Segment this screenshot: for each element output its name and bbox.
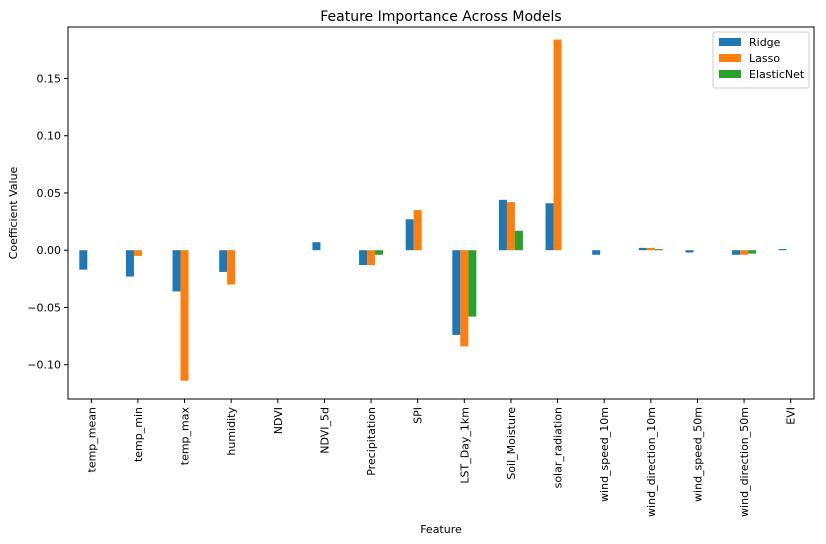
bar-elasticnet-wind-direction-10m — [654, 249, 663, 251]
x-axis-label: Feature — [420, 523, 462, 536]
x-tick-label: NDVI_5d — [318, 407, 331, 454]
bar-ridge-wind-speed-10m — [592, 250, 601, 255]
y-axis-label: Coefficient Value — [7, 166, 20, 259]
bar-ridge-humidity — [219, 250, 228, 272]
bar-lasso-lst-day-1km — [460, 250, 469, 347]
y-tick-label: 0.15 — [37, 73, 62, 86]
y-tick-label: 0.00 — [37, 244, 62, 257]
bar-lasso-spi — [413, 210, 422, 251]
bar-ridge-soil-moisture — [498, 199, 507, 251]
bar-ridge-evi — [778, 249, 787, 251]
bar-lasso-temp-max — [180, 250, 189, 381]
x-tick-label: SPI — [412, 407, 425, 424]
x-tick-label: temp_max — [179, 407, 192, 466]
x-tick-label: wind_speed_50m — [691, 407, 704, 502]
y-tick-label: 0.05 — [37, 187, 62, 200]
x-tick-label: Soil_Moisture — [505, 407, 518, 480]
x-tick-label: wind_speed_10m — [598, 407, 611, 502]
x-tick-label: wind_direction_10m — [645, 407, 658, 517]
x-axis: temp_mean temp_min temp_max humidity NDVI NDV… — [85, 399, 798, 517]
y-tick-label: −0.10 — [27, 359, 61, 372]
legend-swatch-ridge — [719, 38, 741, 46]
chart-title: Feature Importance Across Models — [320, 9, 561, 25]
x-tick-label: wind_direction_50m — [738, 407, 751, 517]
bar-lasso-temp-min — [133, 250, 142, 256]
x-tick-label: Precipitation — [365, 407, 378, 476]
bars-group — [79, 39, 787, 381]
bar-elasticnet-lst-day-1km — [468, 250, 477, 317]
legend-swatch-elasticnet — [719, 70, 741, 78]
y-tick-label: 0.10 — [37, 130, 62, 143]
bar-ridge-wind-direction-50m — [732, 250, 741, 255]
legend-label-ridge: Ridge — [749, 36, 781, 49]
x-tick-label: temp_min — [132, 407, 145, 462]
bar-ridge-spi — [405, 219, 414, 251]
bar-lasso-wind-direction-10m — [646, 247, 655, 251]
bar-elasticnet-precipitation — [375, 250, 384, 255]
plot-frame — [67, 26, 815, 400]
x-tick-label: EVI — [785, 407, 798, 425]
legend-label-elasticnet: ElasticNet — [749, 68, 805, 81]
bar-lasso-precipitation — [367, 250, 376, 266]
bar-ridge-temp-min — [125, 250, 134, 277]
bar-ridge-wind-direction-10m — [638, 247, 647, 251]
legend: Ridge Lasso ElasticNet — [712, 31, 810, 89]
legend-label-lasso: Lasso — [749, 52, 780, 65]
bar-ridge-lst-day-1km — [452, 250, 461, 335]
x-tick-label: temp_mean — [85, 407, 98, 473]
bar-lasso-soil-moisture — [506, 202, 515, 251]
bar-lasso-solar-radiation — [553, 39, 562, 251]
x-tick-label: humidity — [225, 407, 238, 456]
bar-lasso-humidity — [227, 250, 236, 285]
y-axis: −0.10 −0.05 0.00 0.05 0.10 0.15 — [27, 73, 68, 372]
bar-elasticnet-wind-direction-50m — [748, 250, 757, 254]
bar-ridge-wind-speed-50m — [685, 250, 694, 253]
legend-swatch-lasso — [719, 54, 741, 62]
x-tick-label: LST_Day_1km — [458, 407, 471, 484]
x-tick-label: solar_radiation — [552, 407, 565, 488]
bar-lasso-wind-direction-50m — [740, 250, 749, 255]
bar-ridge-solar-radiation — [545, 203, 554, 251]
bar-ridge-ndvi-5d — [312, 242, 321, 251]
bar-ridge-temp-max — [172, 250, 181, 292]
bar-elasticnet-soil-moisture — [514, 230, 523, 251]
y-tick-label: −0.05 — [27, 301, 61, 314]
bar-ridge-precipitation — [359, 250, 368, 266]
x-tick-label: NDVI — [272, 407, 285, 434]
bar-ridge-temp-mean — [79, 250, 88, 270]
